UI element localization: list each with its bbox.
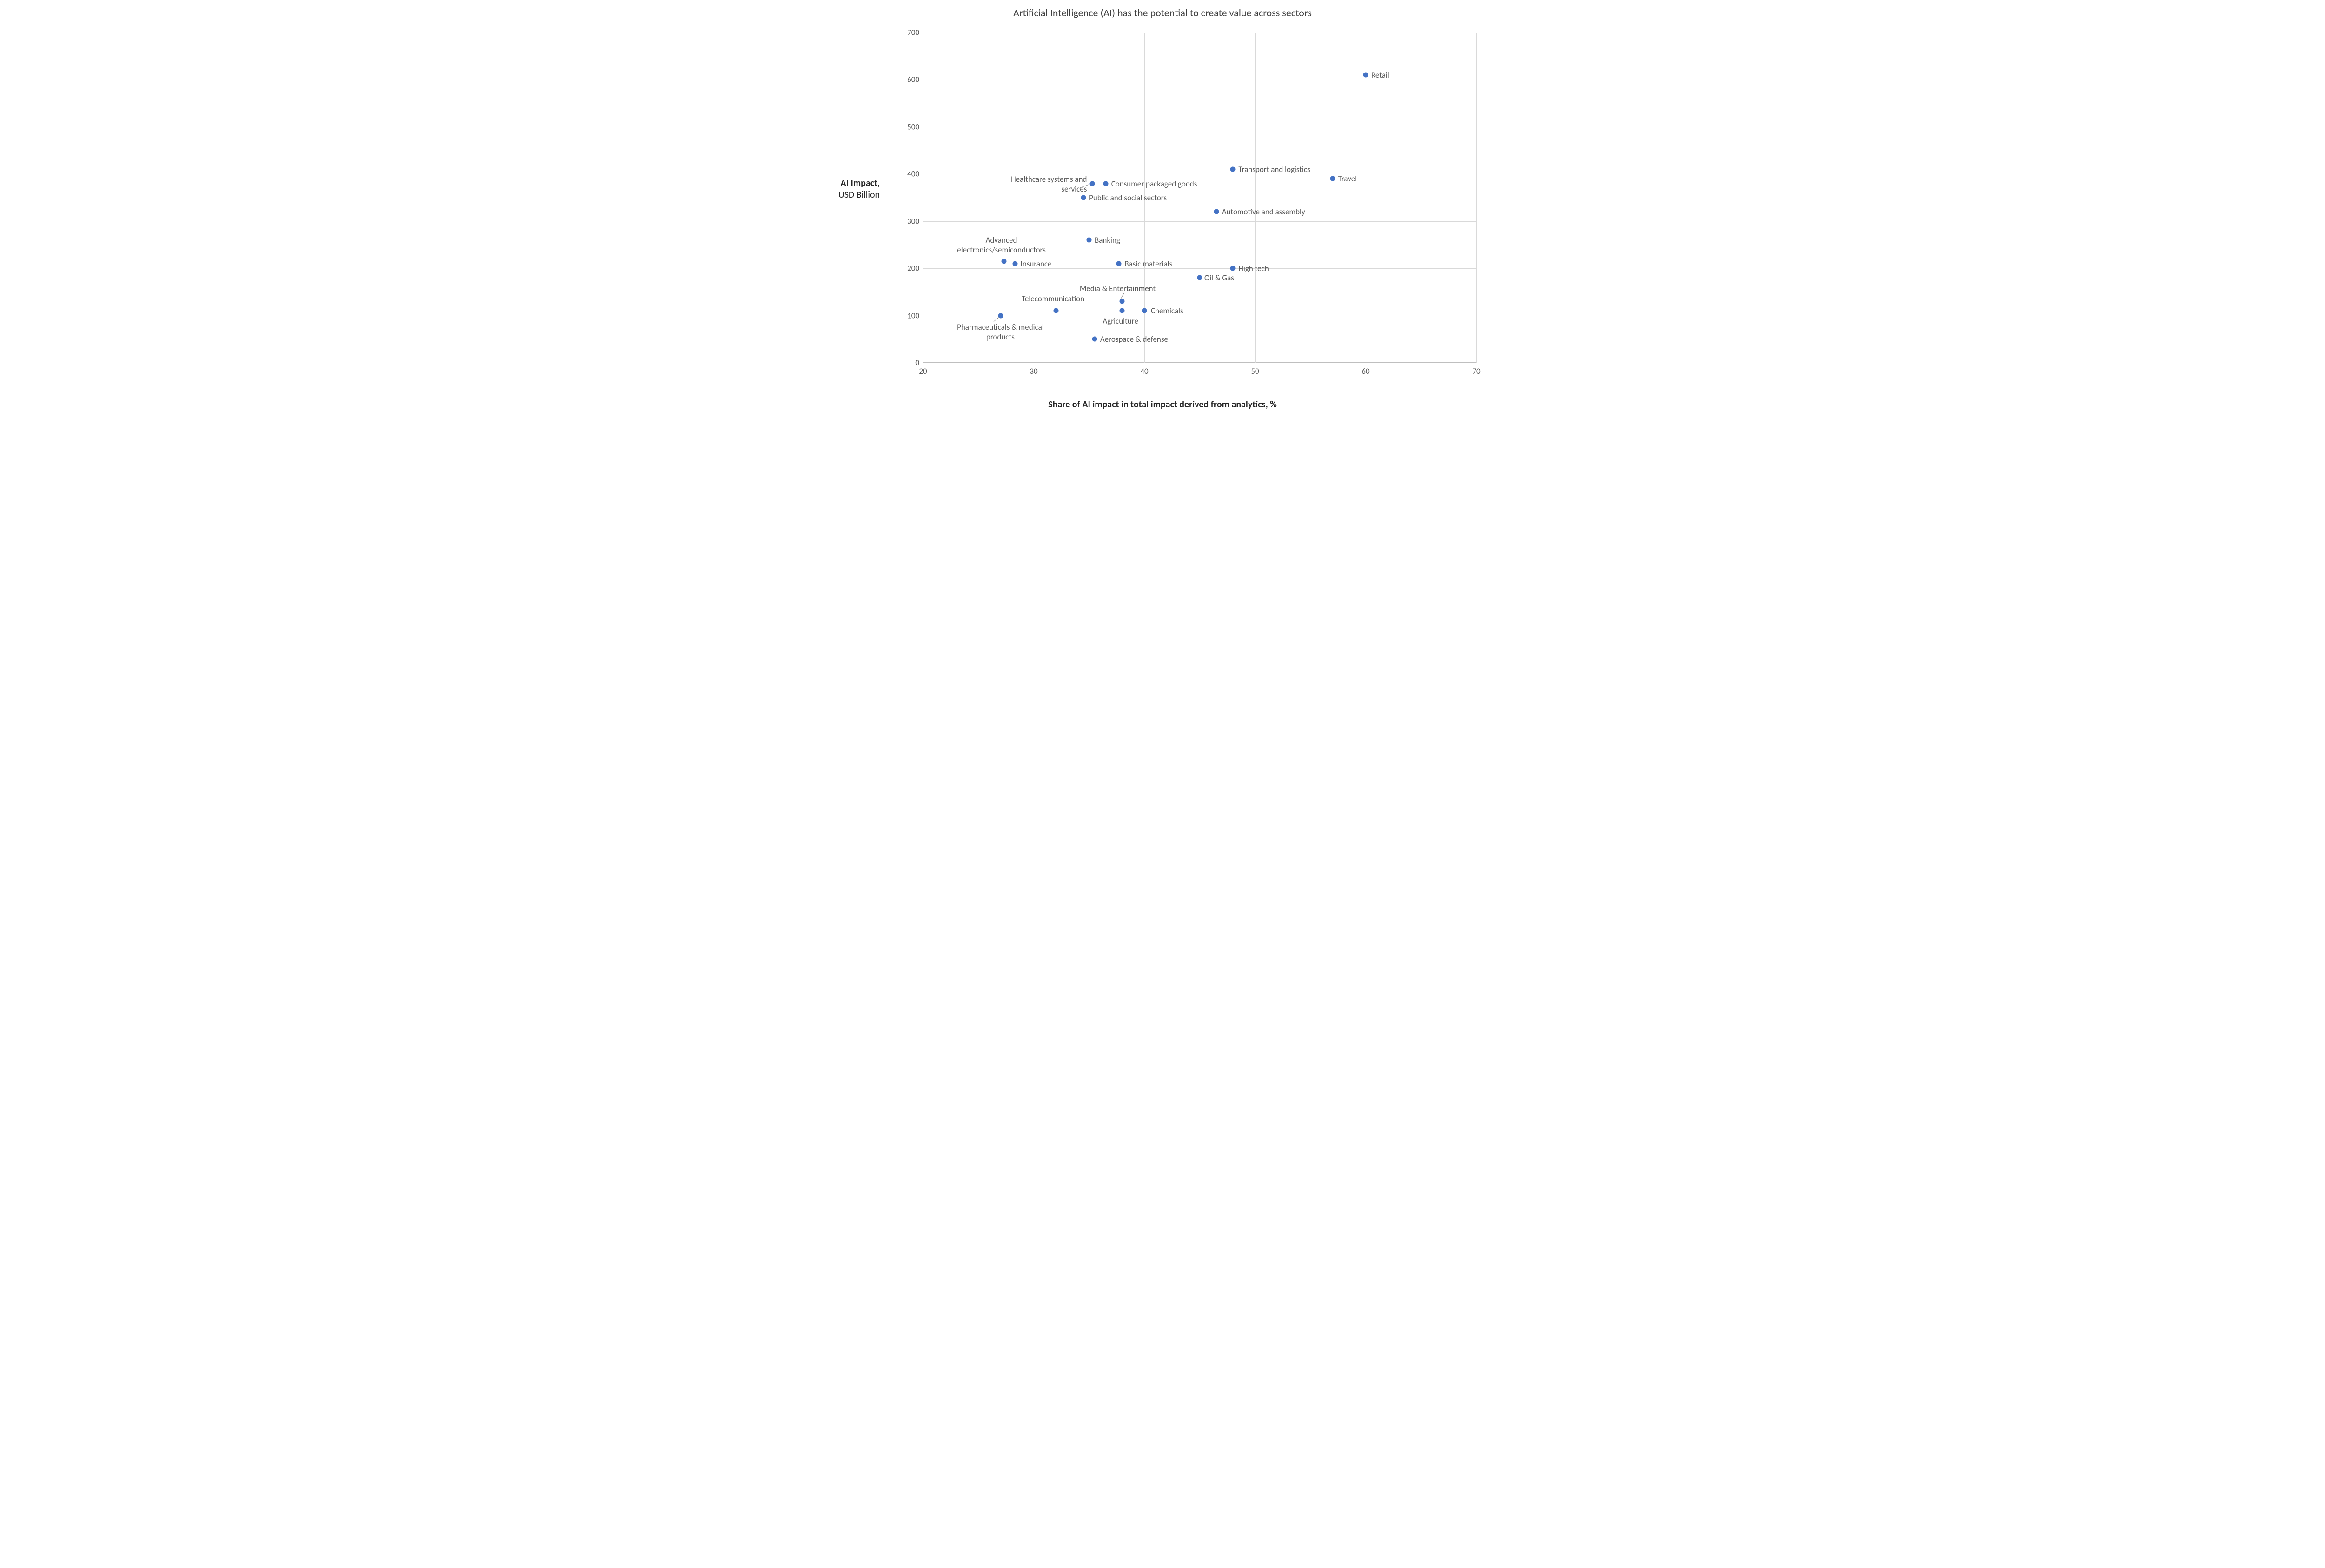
y-tick-label: 400 [902,169,919,179]
data-point [1053,308,1058,313]
data-label: Retail [1371,70,1389,80]
data-label: Media & Entertainment [1080,284,1156,293]
y-tick-label: 300 [902,216,919,226]
data-label: Agriculture [1103,316,1138,326]
data-label: Banking [1095,235,1120,245]
data-point [1214,209,1219,214]
data-label: Healthcare systems andservices [1011,174,1087,194]
data-point [1081,195,1086,200]
data-label: Basic materials [1124,259,1172,269]
x-tick-label: 50 [1251,366,1259,376]
x-axis-label: Share of AI impact in total impact deriv… [818,399,1507,410]
data-point [1012,261,1017,266]
y-tick-label: 600 [902,75,919,85]
data-label: Transport and logistics [1238,165,1310,174]
gridline-horizontal [923,268,1476,269]
data-label: Automotive and assembly [1222,207,1305,217]
y-axis-label-line1: AI Impact [841,178,877,189]
data-label: Insurance [1021,259,1052,269]
leader-line [993,317,998,322]
data-label: Aerospace & defense [1100,334,1168,344]
data-point [1103,181,1108,186]
x-tick-label: 70 [1472,366,1480,376]
chart-title: Artificial Intelligence (AI) has the pot… [818,7,1507,19]
data-point [1142,308,1147,313]
data-point [1116,261,1122,266]
y-tick-label: 0 [902,358,919,368]
data-label: Chemicals [1151,306,1183,316]
x-tick-label: 30 [1030,366,1037,376]
data-point [1230,167,1236,172]
gridline-vertical [1476,33,1477,363]
leader-line [1121,293,1124,299]
x-tick-label: 40 [1140,366,1148,376]
data-point [1087,238,1092,243]
data-point [1092,337,1097,342]
x-axis-line [923,362,1476,363]
gridline-horizontal [923,221,1476,222]
y-tick-label: 500 [902,122,919,132]
data-label: Telecommunication [1022,294,1084,304]
data-label: Consumer packaged goods [1111,179,1197,189]
data-label: Travel [1338,174,1357,184]
data-label: Oil & Gas [1204,273,1234,283]
data-point [1363,73,1368,78]
y-axis-label: AI Impact, USD Billion [818,178,880,201]
data-point [1120,299,1125,304]
x-tick-label: 20 [919,366,927,376]
y-axis-label-line2: USD Billion [818,189,880,201]
data-point [1090,181,1095,186]
y-tick-label: 100 [902,311,919,320]
chart-container: Artificial Intelligence (AI) has the pot… [818,0,1507,414]
plot-area: 2030405060700100200300400500600700Retail… [923,33,1476,363]
y-axis-label-comma: , [877,178,880,189]
y-tick-label: 200 [902,264,919,273]
data-point [1120,308,1125,313]
y-tick-label: 700 [902,28,919,38]
data-point [1001,259,1006,264]
data-label: Pharmaceuticals & medicalproducts [957,322,1044,342]
data-point [1197,275,1202,280]
data-point [1230,266,1236,271]
gridline-vertical [1255,33,1256,363]
x-tick-label: 60 [1362,366,1369,376]
data-label: Public and social sectors [1089,193,1167,203]
data-label: High tech [1238,264,1269,273]
data-label: Advancedelectronics/semiconductors [957,235,1046,255]
data-point [1330,176,1335,181]
